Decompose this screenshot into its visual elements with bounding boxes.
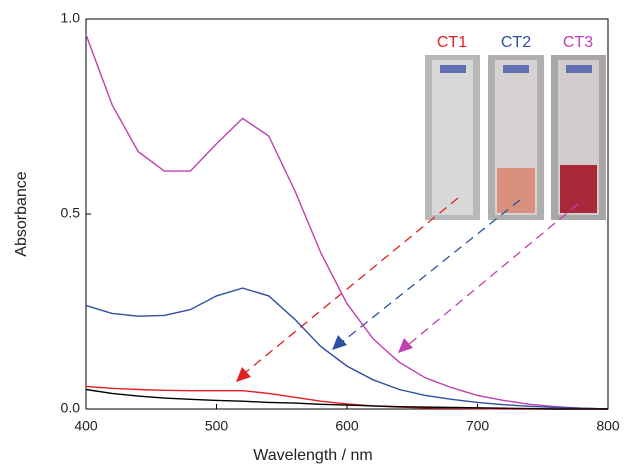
cuvette-label xyxy=(440,65,466,73)
arrow xyxy=(407,203,579,346)
x-axis-title: Wavelength / nm xyxy=(253,447,372,464)
cuvette-liquid xyxy=(497,168,535,213)
legend-label: CT3 xyxy=(563,34,593,51)
arrow xyxy=(245,197,459,373)
cuvette-label xyxy=(503,65,529,73)
legend-label: CT1 xyxy=(437,34,467,51)
x-tick-label: 700 xyxy=(466,418,490,434)
arrow-head xyxy=(332,335,347,350)
arrow-head xyxy=(236,367,251,382)
x-tick-label: 800 xyxy=(596,418,620,434)
y-tick-label: 0.0 xyxy=(61,400,81,416)
y-tick-label: 0.5 xyxy=(61,205,81,221)
x-tick-label: 400 xyxy=(74,418,98,434)
arrow-head xyxy=(398,338,413,353)
series-line xyxy=(85,34,609,410)
series-line xyxy=(85,388,608,410)
y-axis-title: Absorbance xyxy=(13,171,30,256)
x-tick-label: 500 xyxy=(205,418,229,434)
x-tick-label: 600 xyxy=(335,418,359,434)
arrow xyxy=(341,199,521,343)
y-tick-label: 1.0 xyxy=(61,10,81,26)
inset-photo xyxy=(425,55,606,220)
legend-label: CT2 xyxy=(501,34,531,51)
cuvette-liquid xyxy=(560,165,597,213)
arrows xyxy=(236,197,579,382)
cuvette-label xyxy=(566,65,592,73)
series-line xyxy=(85,287,609,410)
cuvette-glass xyxy=(432,60,473,215)
